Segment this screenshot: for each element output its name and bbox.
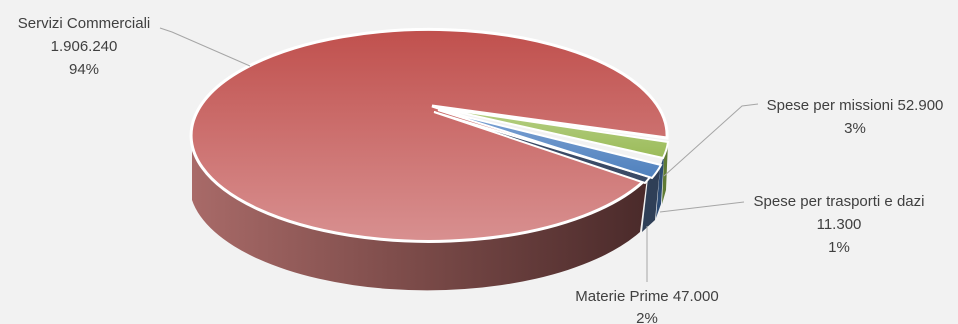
label-materie-percent: 2% (636, 310, 658, 324)
pie-slice-missioni (439, 107, 670, 160)
pie-slice-missioni-side (662, 142, 668, 204)
label-trasporti-name: Spese per trasporti e dazi (754, 193, 925, 210)
label-trasporti-percent: 1% (828, 239, 850, 256)
pie-slice-trasporti-side (656, 156, 664, 218)
pie-slice-materie-side (642, 168, 660, 232)
leader-line-missioni (663, 103, 759, 177)
label-missioni-percent: 3% (844, 120, 866, 137)
pie-slice-servizi (189, 27, 669, 243)
pie-slice-servizi-side (192, 132, 648, 291)
label-servizi-percent: 94% (69, 61, 99, 78)
leader-line-trasporti (659, 201, 745, 213)
label-trasporti-value: 11.300 (817, 216, 862, 233)
label-servizi-name: Servizi Commerciali (18, 15, 151, 32)
label-materie-name: Materie Prime 47.000 (575, 288, 718, 305)
pie-slice-trasporti (437, 109, 663, 180)
leader-line-servizi (159, 27, 251, 67)
label-missioni-name: Spese per missioni 52.900 (767, 97, 944, 114)
label-servizi-value: 1.906.240 (51, 38, 118, 55)
